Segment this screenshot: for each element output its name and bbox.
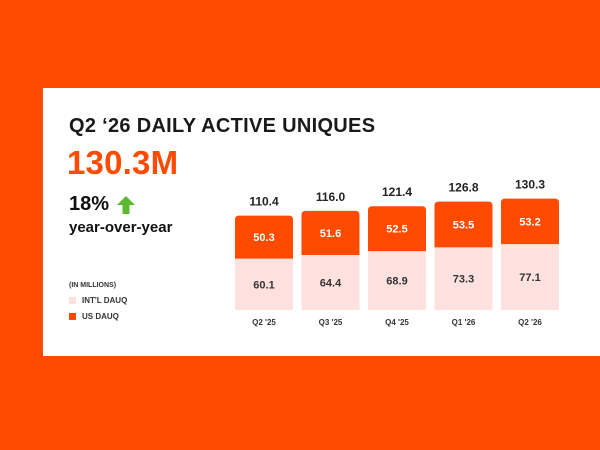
- data-label-total: 116.0: [316, 190, 346, 204]
- chart-title: Q2 ‘26 DAILY ACTIVE UNIQUES: [69, 115, 376, 137]
- stacked-bar-chart: 60.1 50.3 110.4 Q2 '25 64.4 51.6 116.0 Q3 '25 68…: [235, 178, 559, 327]
- up-arrow-icon: [117, 195, 136, 214]
- bar-segment-us: [501, 198, 559, 245]
- bar-segment-us: [301, 210, 360, 255]
- bar-segment-intl: [434, 247, 493, 310]
- x-tick-label: Q3 '25: [319, 318, 343, 327]
- legend-swatch-intl: [69, 297, 76, 304]
- data-label-intl: 64.4: [320, 277, 342, 289]
- data-label-total: 130.3: [515, 178, 545, 192]
- legend-item-intl: INT'L DAUQ: [69, 296, 127, 305]
- data-label-total: 110.4: [249, 195, 279, 209]
- growth-label: year-over-year: [69, 219, 173, 236]
- x-tick-label: Q4 '25: [385, 318, 409, 327]
- x-tick-label: Q2 '25: [252, 318, 276, 327]
- x-tick-label: Q2 '26: [518, 318, 542, 327]
- x-tick-label: Q1 '26: [452, 318, 476, 327]
- bar-segment-us: [368, 206, 426, 252]
- data-label-us: 51.6: [320, 228, 341, 240]
- growth-percent: 18%: [69, 193, 110, 215]
- bar-segment-intl: [301, 254, 360, 310]
- headline-value: 130.3M: [67, 144, 179, 181]
- legend-label-intl: INT'L DAUQ: [82, 296, 128, 305]
- bar-segment-intl: [235, 258, 293, 310]
- data-label-us: 53.5: [453, 219, 474, 231]
- data-label-us: 53.2: [519, 216, 540, 228]
- data-label-intl: 73.3: [453, 274, 474, 286]
- data-label-total: 121.4: [382, 185, 412, 199]
- legend-swatch-us: [69, 313, 76, 320]
- data-label-us: 50.3: [253, 232, 274, 244]
- legend-item-us: US DAUQ: [69, 312, 119, 321]
- data-label-total: 126.8: [448, 181, 478, 195]
- bar-segment-intl: [368, 251, 426, 310]
- chart-card: Q2 ‘26 DAILY ACTIVE UNIQUES 130.3M 18% y…: [43, 88, 600, 356]
- bar-segment-us: [235, 215, 293, 259]
- data-label-intl: 60.1: [253, 279, 274, 291]
- data-label-intl: 68.9: [386, 276, 407, 288]
- bar-segment-intl: [501, 244, 559, 310]
- units-note: (IN MILLIONS): [69, 282, 117, 289]
- data-label-intl: 77.1: [519, 272, 540, 284]
- legend-label-us: US DAUQ: [82, 312, 119, 321]
- growth-row: 18%: [69, 193, 136, 216]
- bar-segment-us: [434, 201, 493, 248]
- data-label-us: 52.5: [386, 224, 407, 236]
